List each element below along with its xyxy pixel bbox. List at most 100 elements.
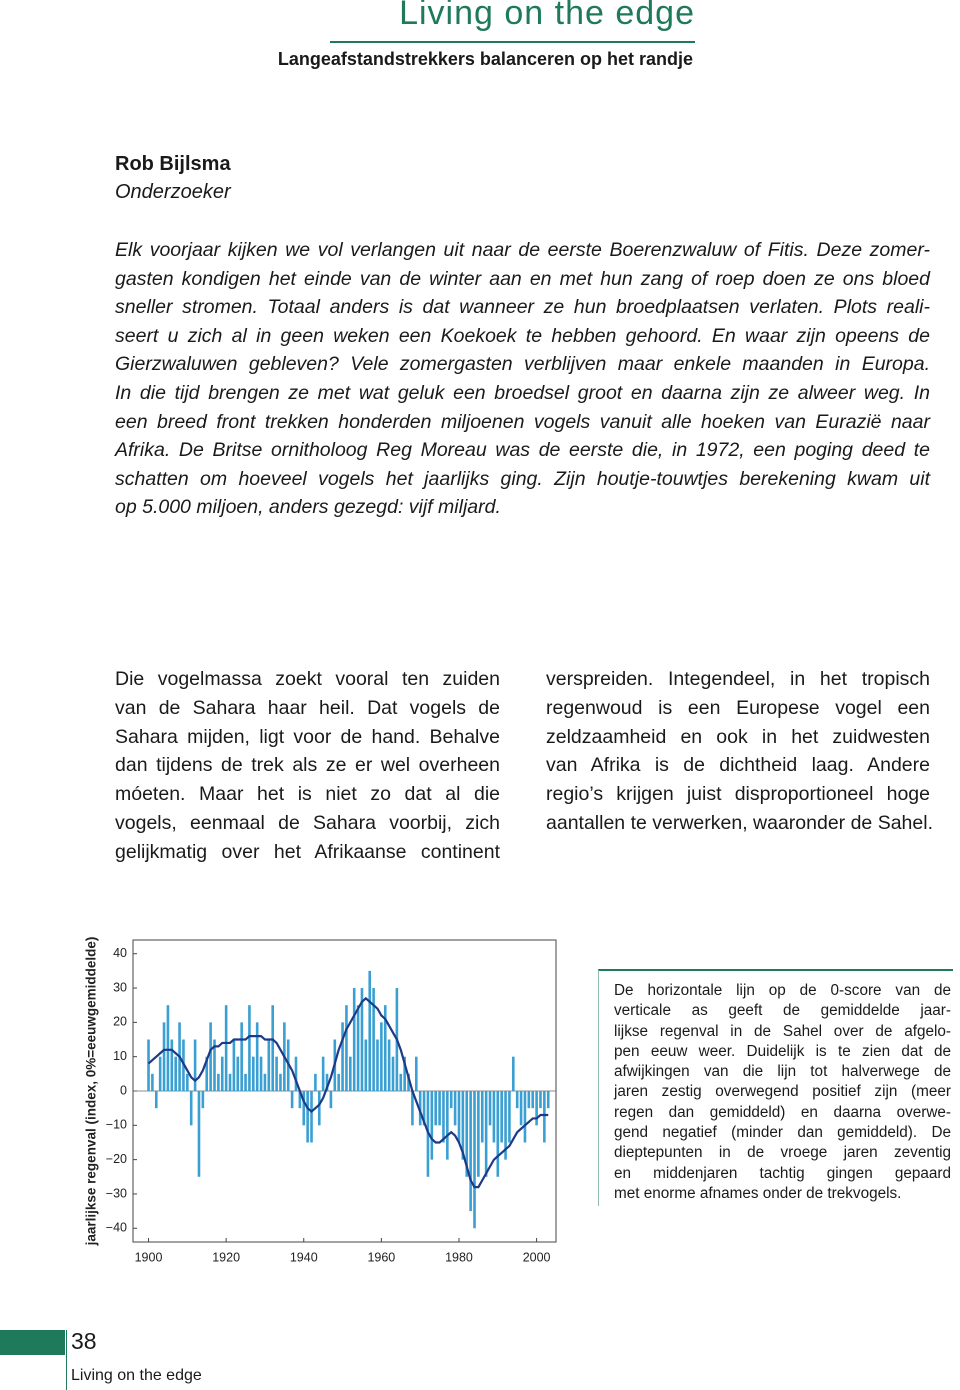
smoothed-line xyxy=(147,996,549,1189)
footer-bar xyxy=(0,1330,65,1355)
bar xyxy=(317,1091,321,1126)
text-line: vogels, eenmaal de Sahara voorbij, zich xyxy=(115,811,500,834)
bar xyxy=(325,1073,329,1091)
footer-label: Living on the edge xyxy=(71,1367,202,1384)
text-line: op 5.000 miljoen, anders gezegd: vijf mi… xyxy=(115,496,501,519)
bar xyxy=(376,1039,379,1091)
bar xyxy=(446,1091,449,1160)
bar xyxy=(403,1056,406,1091)
bar xyxy=(213,1039,216,1091)
bar xyxy=(523,1091,527,1143)
bar xyxy=(480,1091,484,1143)
bar xyxy=(414,1056,418,1091)
bar xyxy=(166,1005,170,1091)
subtitle: Langeafstandstrekkers balanceren op het … xyxy=(277,49,693,69)
bar xyxy=(279,1073,282,1091)
bar xyxy=(267,1039,271,1091)
y-tick-label: 30 xyxy=(113,980,127,994)
bar xyxy=(418,1091,422,1126)
bar xyxy=(360,988,364,1091)
bar xyxy=(205,1056,209,1091)
caption-box xyxy=(598,969,953,1206)
y-tick-label: 0 xyxy=(120,1083,127,1097)
text-line: regenwoud is een Europese vogel een xyxy=(546,696,930,719)
bar xyxy=(430,1091,434,1160)
intro: Elk voorjaar kijken we vol verlangen uit… xyxy=(115,236,930,522)
x-tick-label: 1980 xyxy=(445,1250,473,1264)
text-line: Afrika. De Britse ornitholoog Reg Moreau… xyxy=(115,439,930,462)
bar xyxy=(461,1091,465,1160)
bar xyxy=(244,1073,247,1091)
bar xyxy=(337,1073,340,1091)
bar xyxy=(349,1056,352,1091)
text-line: Elk voorjaar kijken we vol verlangen uit… xyxy=(115,239,930,261)
text-line: gend negatief (minder dan gemiddeld). De xyxy=(614,1124,951,1142)
bar xyxy=(539,1091,542,1109)
bar xyxy=(515,1091,519,1109)
text-line: regen dan gemiddeld) en daarna overwe- xyxy=(614,1103,951,1121)
bar xyxy=(380,1022,383,1091)
bar xyxy=(407,1073,410,1091)
bar xyxy=(519,1091,523,1126)
bar xyxy=(500,1091,503,1143)
y-tick-label: −30 xyxy=(106,1186,127,1200)
bar xyxy=(504,1091,507,1160)
bar xyxy=(508,1091,511,1143)
text-line: met enorme afnames onder de trekvogels. xyxy=(614,1184,902,1202)
bar xyxy=(368,970,372,1091)
bar xyxy=(356,1005,360,1091)
caption: De horizontale lijn op de 0-score van de… xyxy=(614,981,951,1204)
text-line: verticale as geeft de gemiddelde jaar- xyxy=(614,1002,951,1020)
bar xyxy=(252,1056,255,1091)
bar xyxy=(496,1091,500,1177)
text-line: De horizontale lijn op de 0-score van de xyxy=(614,982,951,999)
text-line: pen eeuw weer. Duidelijk is te zien dat … xyxy=(614,1042,951,1060)
chart: jaarlijkse regenval (index, 0%=eeuwgemid… xyxy=(84,937,557,1264)
text-line: jaren zestig overwegend positief zijn (m… xyxy=(614,1083,951,1101)
text-line: dan tijdens de trek als ze er wel overhe… xyxy=(115,754,500,777)
bar xyxy=(484,1091,488,1177)
bar xyxy=(271,1005,275,1091)
page-title: Living on the edge xyxy=(399,0,695,32)
bar xyxy=(147,1039,150,1091)
bar xyxy=(422,1091,426,1126)
text-line: een breed front trekken honderden miljoe… xyxy=(115,410,930,433)
bar xyxy=(543,1091,546,1143)
bar xyxy=(189,1091,193,1126)
bar xyxy=(259,1056,263,1091)
text-line: Die vogelmassa zoekt vooral ten zuiden xyxy=(115,668,500,690)
bar xyxy=(465,1091,469,1177)
bar xyxy=(186,1073,189,1091)
bar xyxy=(434,1091,437,1126)
text-line: seert u zich al in geen weken een Koekoe… xyxy=(115,324,930,347)
text-line: zeldzaamheid en ook in het zuidwesten xyxy=(546,725,930,748)
bar xyxy=(248,1005,251,1091)
bar xyxy=(302,1091,306,1126)
bar xyxy=(314,1073,317,1091)
text-line: gelijkmatig over het Afrikaanse continen… xyxy=(115,840,500,863)
bar xyxy=(438,1091,441,1126)
text-line: sneller stromen. Totaal anders is dat wa… xyxy=(115,296,930,319)
bar xyxy=(364,1039,368,1091)
bar xyxy=(158,1056,162,1091)
footer-line xyxy=(66,1330,67,1390)
bar xyxy=(352,988,356,1091)
text-line: gasten kondigen het einde van de winter … xyxy=(115,267,930,290)
bar xyxy=(453,1091,457,1126)
bar xyxy=(372,988,375,1091)
bar xyxy=(217,1073,220,1091)
bar xyxy=(477,1091,480,1177)
bar xyxy=(387,1039,391,1091)
y-tick-label: −10 xyxy=(106,1118,127,1132)
bar xyxy=(162,1022,166,1091)
column: Die vogelmassa zoekt vooral ten zuiden va… xyxy=(115,665,500,867)
bar xyxy=(391,1056,395,1091)
x-tick-label: 1900 xyxy=(135,1250,163,1264)
bar xyxy=(236,1056,240,1091)
x-tick-label: 1960 xyxy=(367,1250,395,1264)
text-line: van Afrika is de dichtheid laag. Andere xyxy=(546,754,930,777)
x-tick-label: 1920 xyxy=(212,1250,240,1264)
bar xyxy=(275,1056,278,1091)
bar xyxy=(294,1056,298,1091)
